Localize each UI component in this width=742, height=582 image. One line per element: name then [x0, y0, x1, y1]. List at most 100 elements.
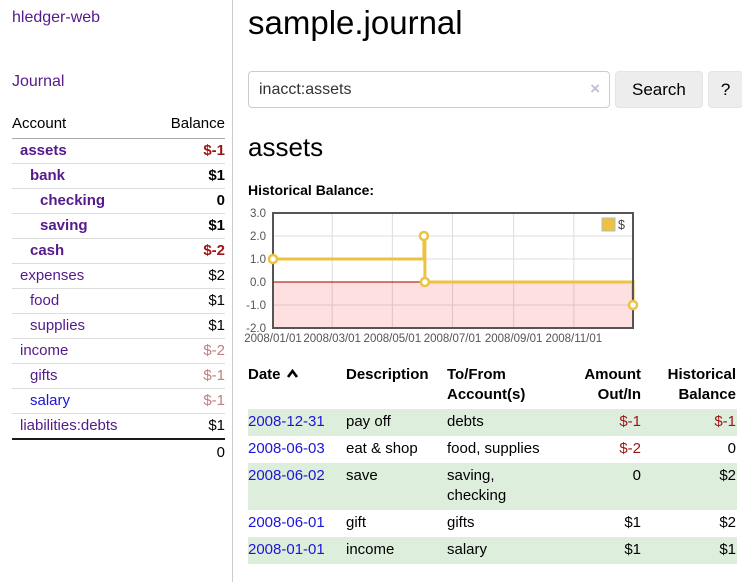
account-heading: assets	[248, 132, 324, 162]
transaction-amount: $-2	[619, 440, 641, 457]
account-balance: $1	[152, 213, 225, 239]
register-table: Date Description To/From Account(s) Amount Ou…	[248, 363, 737, 564]
account-row: income $-2	[12, 338, 225, 364]
account-link[interactable]: cash	[30, 242, 65, 259]
account-balance: $-1	[152, 138, 225, 164]
account-balance: $-1	[152, 363, 225, 389]
register-column-historical-balance: Historical Balance	[667, 366, 736, 403]
svg-text:2008/01/01: 2008/01/01	[244, 333, 302, 345]
balance-column-header: Balance	[152, 111, 225, 139]
account-link[interactable]: supplies	[30, 317, 86, 334]
transaction-date-link[interactable]: 2008-06-02	[248, 467, 325, 484]
transaction-row: 2008-06-02 save saving, checking 0 $2	[248, 463, 737, 510]
register-column-date[interactable]: Date	[248, 363, 346, 409]
register-column-amount-outin: Amount Out/In	[584, 366, 641, 403]
account-balance: $1	[208, 417, 225, 434]
transaction-row: 2008-12-31 pay off debts $-1 $-1	[248, 409, 737, 436]
sidebar: hledger-web Journal Account Balance asse…	[0, 0, 233, 582]
svg-text:2.0: 2.0	[250, 231, 266, 243]
account-row: checking 0	[12, 188, 225, 214]
help-button[interactable]: ?	[707, 71, 742, 108]
svg-text:2008/05/01: 2008/05/01	[364, 333, 422, 345]
main-content: sample.journal × Search ? assets Histori…	[233, 0, 742, 582]
transaction-amount: $-1	[619, 413, 641, 430]
account-link[interactable]: assets	[20, 142, 67, 159]
search-input-wrap: ×	[248, 71, 610, 108]
account-row: expenses $2	[12, 263, 225, 289]
brand-link[interactable]: hledger-web	[12, 9, 101, 26]
transaction-description: pay off	[346, 413, 391, 430]
transaction-balance: 0	[727, 440, 736, 457]
svg-text:2008/09/01: 2008/09/01	[485, 333, 543, 345]
register-column-description: Description	[346, 366, 429, 383]
account-link[interactable]: bank	[30, 167, 66, 184]
register-column-tofrom-accounts: To/From Account(s)	[447, 366, 526, 403]
page-title: sample.journal	[248, 4, 463, 41]
account-link[interactable]: food	[30, 292, 60, 309]
svg-text:-2.0: -2.0	[246, 323, 266, 335]
account-link[interactable]: salary	[30, 392, 71, 409]
account-row: food $1	[12, 288, 225, 314]
transaction-date-link[interactable]: 2008-06-01	[248, 514, 325, 531]
transaction-accounts: debts	[447, 413, 484, 430]
search-button[interactable]: Search	[615, 71, 703, 108]
svg-text:3.0: 3.0	[250, 208, 266, 220]
account-balance: $1	[152, 288, 225, 314]
account-balance: $-2	[152, 238, 225, 264]
transaction-accounts: food, supplies	[447, 440, 540, 457]
account-balance: $1	[152, 163, 225, 189]
historical-balance-chart: $3.0 2.0 1.0 0.0 -1.0 -2.0 2008/01/01 2008/03/0…	[244, 206, 742, 348]
accounts-total-row: 0	[12, 438, 225, 465]
account-row: assets $-1	[12, 138, 225, 164]
transaction-date-link[interactable]: 2008-06-03	[248, 440, 325, 457]
account-balance: 0	[152, 188, 225, 214]
clear-search-icon[interactable]: ×	[590, 79, 600, 98]
account-row: gifts $-1	[12, 363, 225, 389]
transaction-date-link[interactable]: 2008-12-31	[248, 413, 325, 430]
account-row: cash $-2	[12, 238, 225, 264]
transaction-amount: 0	[632, 467, 641, 484]
svg-text:-1.0: -1.0	[246, 300, 266, 312]
account-balance: $2	[152, 263, 225, 289]
svg-text:2008/03/01: 2008/03/01	[303, 333, 361, 345]
transaction-description: gift	[346, 514, 367, 531]
transaction-balance: $2	[719, 467, 736, 484]
chart-title: Historical Balance:	[248, 182, 375, 198]
svg-text:2008/07/01: 2008/07/01	[424, 333, 482, 345]
transaction-description: save	[346, 467, 378, 484]
account-balance: $-2	[152, 338, 225, 364]
transaction-description: eat & shop	[346, 440, 418, 457]
transaction-row: 2008-06-01 gift gifts $1 $2	[248, 510, 737, 537]
sidebar-item-journal[interactable]: Journal	[12, 73, 65, 90]
search-input[interactable]	[248, 71, 610, 108]
transaction-row: 2008-06-03 eat & shop food, supplies $-2 0	[248, 436, 737, 463]
svg-text:$: $	[618, 218, 625, 232]
account-row: saving $1	[12, 213, 225, 239]
svg-text:1.0: 1.0	[250, 254, 266, 266]
transaction-date-link[interactable]: 2008-01-01	[248, 541, 325, 558]
account-row: bank $1	[12, 163, 225, 189]
account-link[interactable]: income	[20, 342, 69, 359]
transaction-balance: $-1	[714, 413, 736, 430]
svg-text:2008/11/01: 2008/11/01	[545, 333, 602, 345]
account-row: liabilities:debts $1	[12, 414, 225, 440]
account-row: salary $-1	[12, 388, 225, 414]
transaction-accounts: saving, checking	[447, 467, 507, 504]
account-link[interactable]: saving	[40, 217, 88, 234]
accounts-table: Account Balance assets $-1 bank $1 checking 0…	[12, 111, 225, 465]
account-balance: $-1	[152, 388, 225, 414]
search-form: × Search ?	[248, 71, 742, 108]
account-link[interactable]: liabilities:debts	[20, 417, 118, 434]
transaction-balance: $2	[719, 514, 736, 531]
transaction-description: income	[346, 541, 395, 558]
account-link[interactable]: expenses	[20, 267, 85, 284]
account-link[interactable]: gifts	[30, 367, 58, 384]
transaction-row: 2008-01-01 income salary $1 $1	[248, 537, 737, 564]
account-balance: $1	[152, 313, 225, 339]
transaction-accounts: gifts	[447, 514, 475, 531]
transaction-amount: $1	[624, 541, 641, 558]
transaction-accounts: salary	[447, 541, 488, 558]
account-link[interactable]: checking	[40, 192, 106, 209]
transaction-amount: $1	[624, 514, 641, 531]
